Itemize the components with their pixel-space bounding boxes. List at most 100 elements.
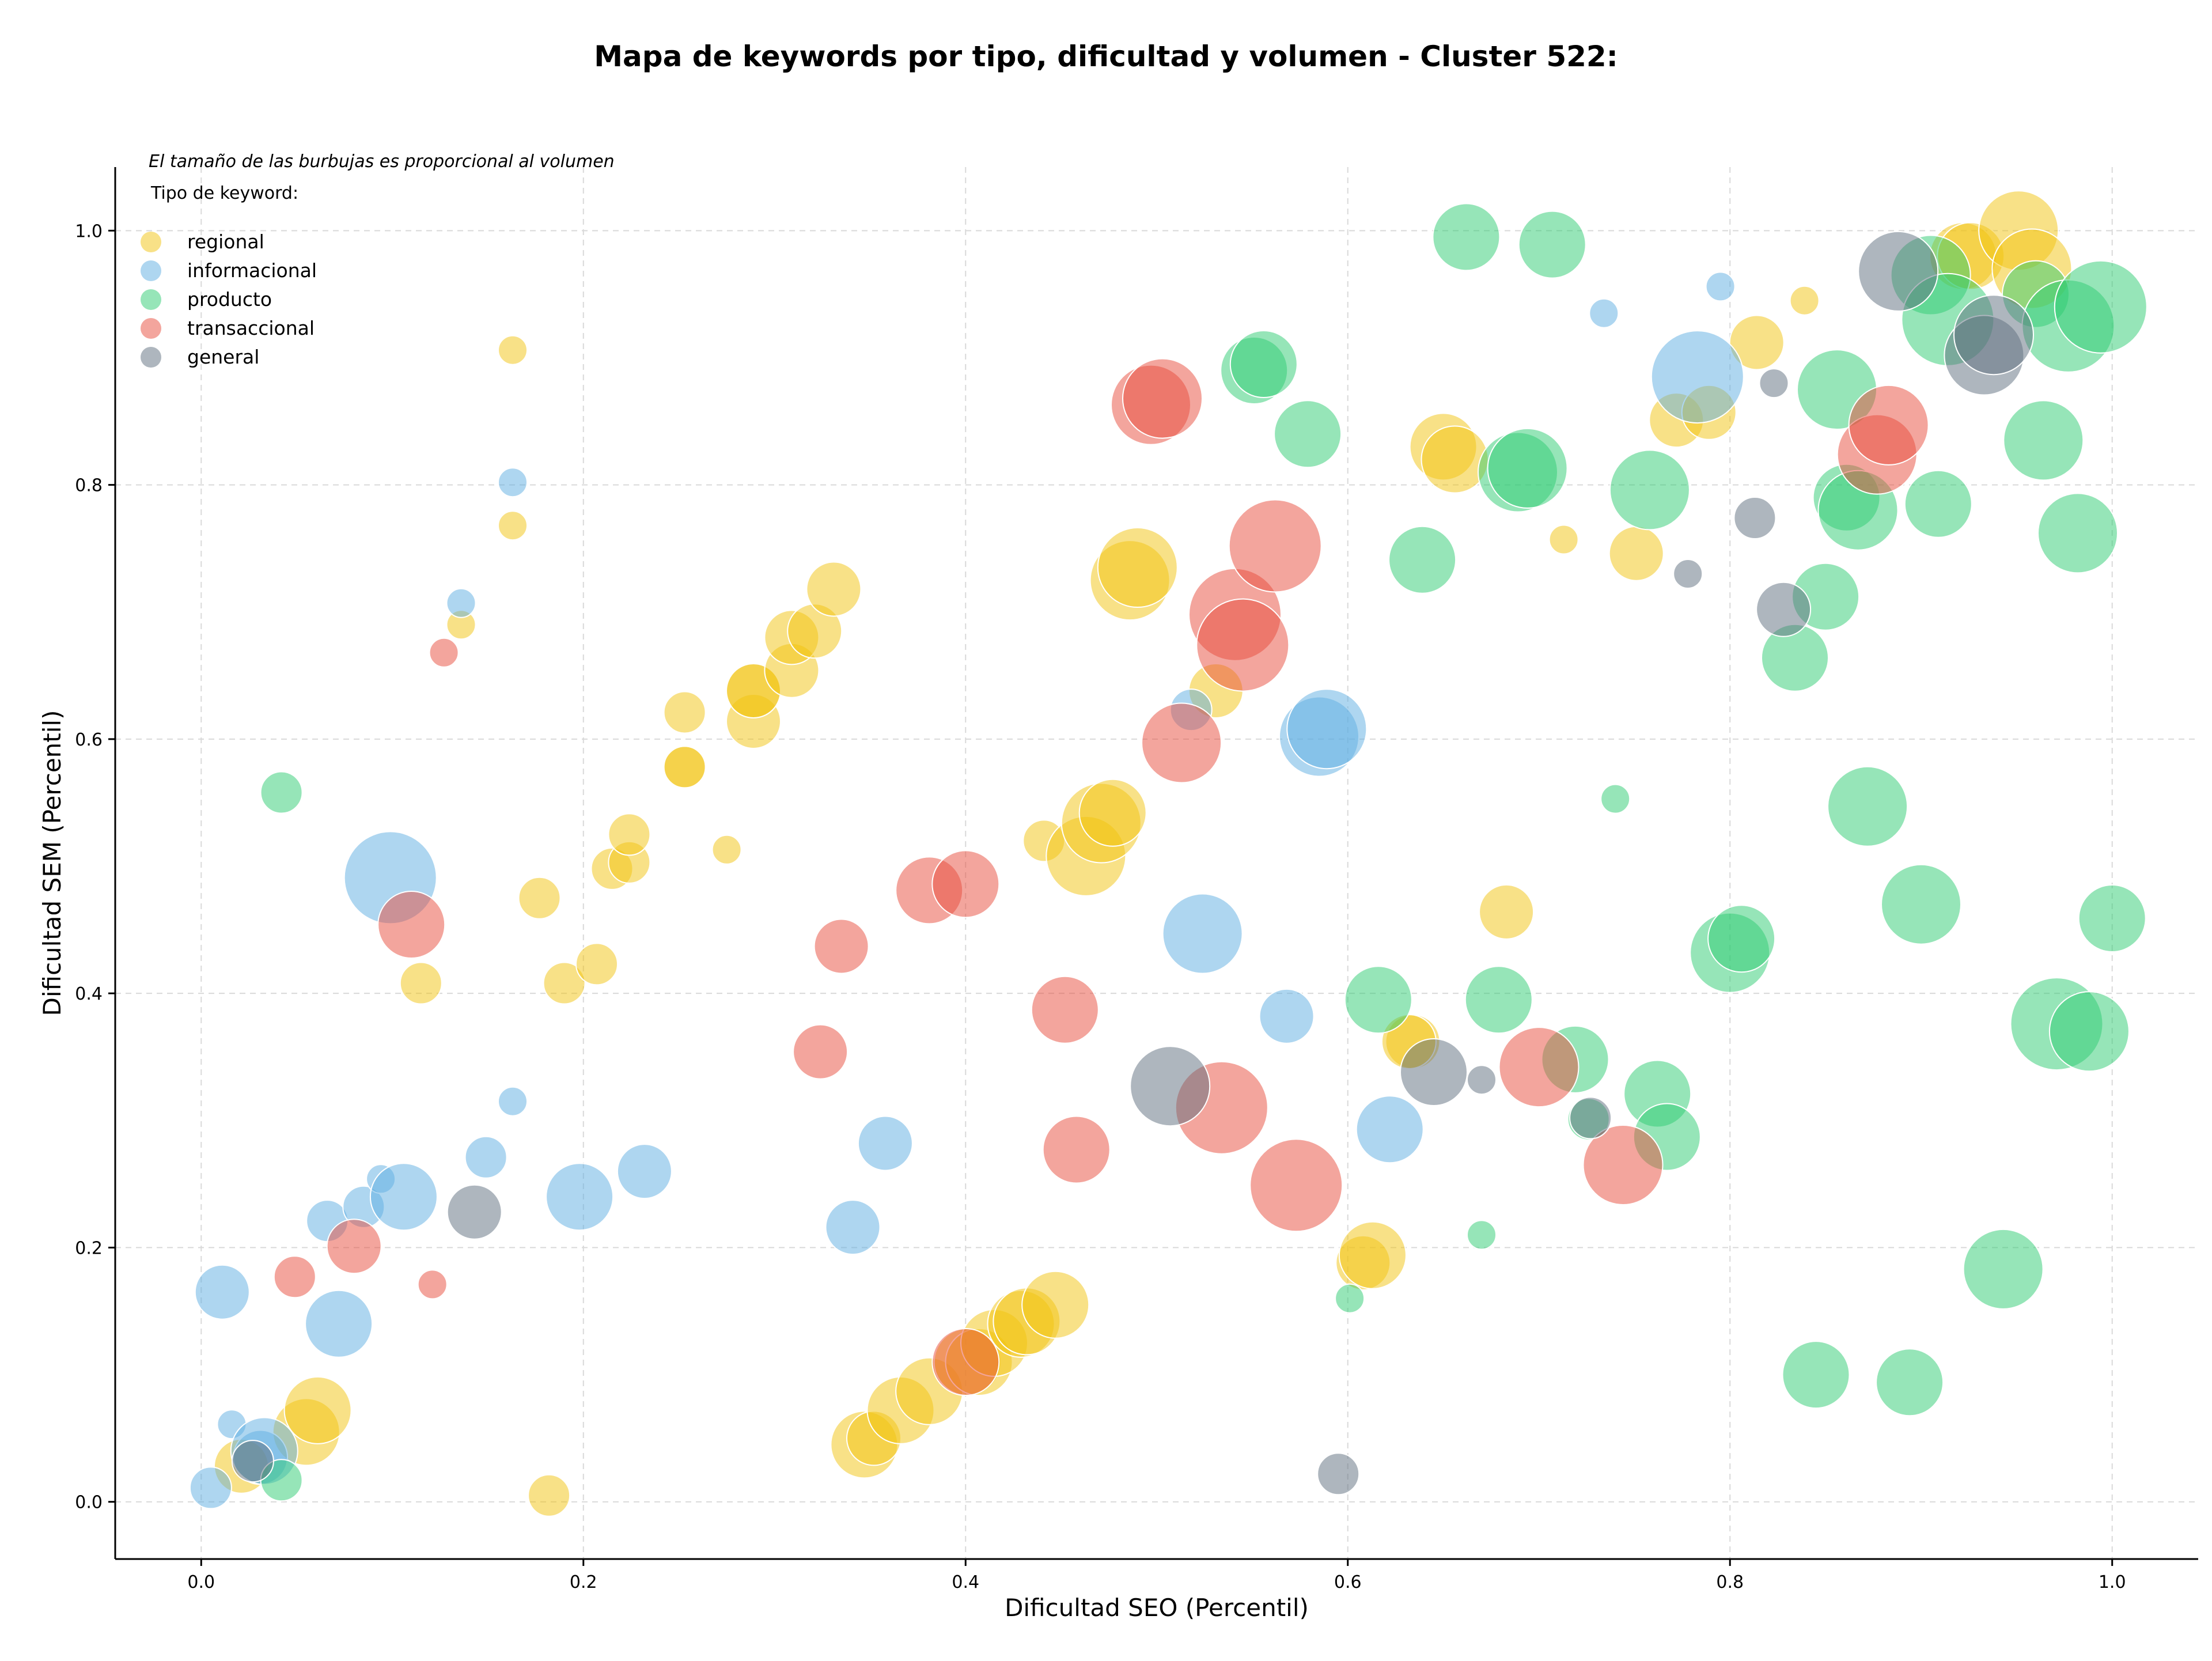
bubble-regional <box>498 335 528 365</box>
bubble-regional <box>543 962 586 1005</box>
bubble-informacional <box>1355 1095 1424 1164</box>
chart-title: Mapa de keywords por tipo, dificultad y … <box>594 40 1618 73</box>
bubble-regional <box>1789 285 1820 316</box>
bubble-regional <box>1608 525 1664 581</box>
bubble-producto <box>1432 203 1501 271</box>
bubble-informacional <box>825 1200 881 1255</box>
bubble-regional <box>528 1474 571 1517</box>
bubble-general <box>1759 368 1789 399</box>
x-tick-label: 0.2 <box>570 1572 597 1592</box>
bubble-transaccional <box>793 1024 849 1080</box>
y-tick-label: 1.0 <box>75 221 103 241</box>
bubble-regional <box>575 943 618 986</box>
x-ticks: 0.0 0.2 0.4 0.6 0.8 1.0 <box>187 1559 2126 1592</box>
y-axis-label: Dificultad SEM (Percentil) <box>38 710 66 1016</box>
bubble-informacional <box>1162 893 1243 974</box>
bubble-informacional <box>498 1086 528 1117</box>
grid-lines <box>115 167 2198 1559</box>
bubble-producto <box>260 771 303 814</box>
bubble-informacional <box>1650 330 1744 424</box>
legend-label-transaccional: transaccional <box>187 317 315 339</box>
bubble-informacional <box>546 1163 614 1231</box>
bubble-general <box>1756 581 1812 637</box>
bubble-regional <box>1097 527 1178 608</box>
bubble-producto <box>1464 966 1533 1034</box>
bubble-producto <box>1707 905 1776 973</box>
bubble-regional <box>498 510 528 541</box>
bubble-informacional <box>369 1163 438 1231</box>
y-tick-label: 0.6 <box>75 730 103 750</box>
bubble-size-note: El tamaño de las burbujas es proporciona… <box>149 152 615 172</box>
bubble-transaccional <box>931 1328 1000 1396</box>
legend-label-informacional: informacional <box>187 259 317 282</box>
bubble-producto <box>1600 784 1631 814</box>
x-tick-label: 0.8 <box>1716 1572 1744 1592</box>
x-tick-label: 1.0 <box>2099 1572 2126 1592</box>
bubble-producto <box>1274 400 1342 468</box>
bubble-informacional <box>498 467 528 498</box>
bubble-general <box>1953 294 2034 376</box>
bubble-informacional <box>305 1289 373 1358</box>
bubble-transaccional <box>1848 384 1929 466</box>
bubble-regional <box>518 876 561 920</box>
x-axis-label: Dificultad SEO (Percentil) <box>1005 1594 1309 1622</box>
bubble-producto <box>2003 400 2084 481</box>
bubble-producto <box>1876 1348 1944 1417</box>
bubble-producto <box>1487 427 1568 509</box>
bubble-informacional <box>1286 688 1368 770</box>
bubble-general <box>1467 1065 1497 1095</box>
bubble-general <box>1858 230 1939 312</box>
x-tick-label: 0.6 <box>1334 1572 1362 1592</box>
bubble-regional <box>1021 1270 1090 1339</box>
bubble-transaccional <box>273 1255 316 1299</box>
bubble-regional <box>663 746 706 789</box>
bubbles-layer <box>189 190 2147 1517</box>
y-ticks: 0.0 0.2 0.4 0.6 0.8 1.0 <box>75 221 115 1513</box>
legend-label-producto: producto <box>187 288 272 311</box>
bubble-regional <box>1338 1221 1407 1289</box>
legend-marker-informacional <box>141 260 161 281</box>
bubble-informacional <box>446 588 476 618</box>
bubble-producto <box>1904 470 1972 538</box>
legend-items: regional informacional producto transaccion… <box>141 230 317 368</box>
legend-title: Tipo de keyword: <box>150 183 298 203</box>
bubble-informacional <box>616 1144 672 1200</box>
bubble-regional <box>608 813 651 856</box>
bubble-producto <box>1467 1220 1497 1250</box>
bubble-informacional <box>1589 298 1619 328</box>
bubble-transaccional <box>326 1219 382 1274</box>
y-tick-label: 0.4 <box>75 984 103 1004</box>
bubble-regional <box>1078 778 1147 847</box>
bubble-transaccional <box>1042 1115 1111 1184</box>
bubble-general <box>446 1184 502 1240</box>
bubble-transaccional <box>813 918 869 974</box>
bubble-general <box>1130 1046 1211 1127</box>
bubble-transaccional <box>377 891 446 959</box>
bubble-regional <box>806 561 862 617</box>
bubble-regional <box>711 834 742 865</box>
x-tick-label: 0.0 <box>187 1572 215 1592</box>
bubble-transaccional <box>1141 702 1222 784</box>
bubble-general <box>1673 559 1703 589</box>
legend-label-regional: regional <box>187 230 264 253</box>
bubble-producto <box>1963 1228 2044 1310</box>
bubble-transaccional <box>1498 1027 1580 1108</box>
bubble-informacional <box>194 1264 250 1320</box>
bubble-general <box>1733 497 1777 539</box>
bubble-producto <box>1229 330 1298 398</box>
bubble-transaccional <box>417 1269 448 1300</box>
bubble-transaccional <box>931 850 1000 918</box>
bubble-transaccional <box>1122 358 1203 439</box>
bubble-regional <box>1421 425 1489 494</box>
legend-marker-producto <box>141 289 161 310</box>
bubble-general <box>1569 1096 1612 1140</box>
bubble-transaccional <box>1582 1125 1664 1205</box>
bubble-informacional <box>1705 271 1736 302</box>
y-tick-label: 0.2 <box>75 1238 103 1258</box>
legend: El tamaño de las burbujas es proporciona… <box>141 152 615 368</box>
bubble-producto <box>1344 966 1412 1034</box>
bubble-producto <box>2078 884 2146 952</box>
bubble-transaccional <box>1249 1138 1343 1232</box>
bubble-general <box>1400 1038 1468 1106</box>
